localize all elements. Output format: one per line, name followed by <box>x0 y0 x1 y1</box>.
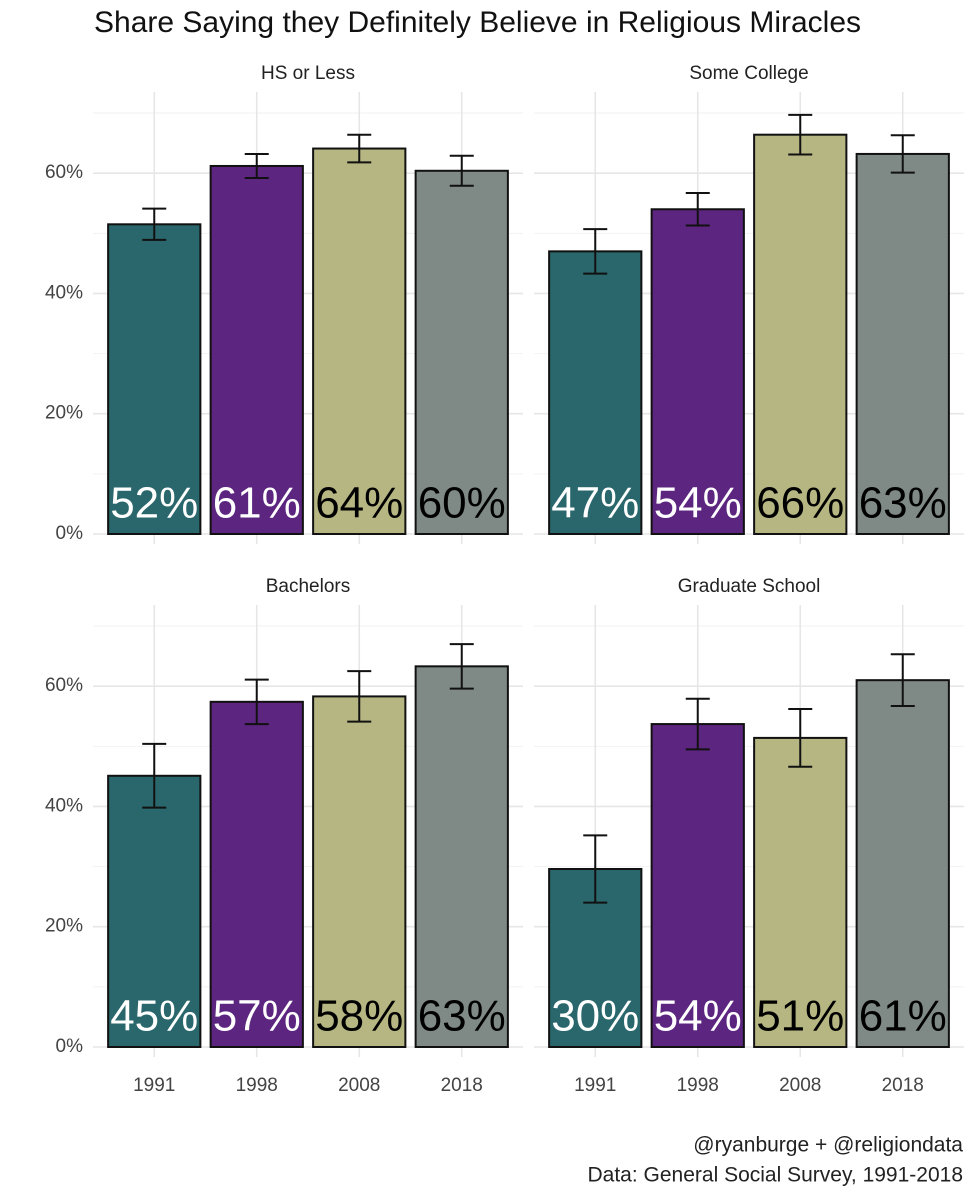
error-bar <box>583 228 608 275</box>
panel-title: Some College <box>689 63 808 84</box>
value-label: 52% <box>110 479 198 528</box>
error-bar <box>449 154 474 187</box>
caption: Data: General Social Survey, 1991-2018 <box>588 1164 964 1187</box>
value-label: 54% <box>654 992 742 1041</box>
x-tick-label: 1991 <box>574 1075 616 1096</box>
value-label: 63% <box>859 479 947 528</box>
x-tick-label: 1998 <box>677 1075 719 1096</box>
y-tick-label: 20% <box>45 403 83 424</box>
value-label: 30% <box>551 992 639 1041</box>
error-bar <box>449 643 474 690</box>
y-tick-label: 60% <box>45 162 83 183</box>
error-bar <box>685 697 710 751</box>
error-bar <box>890 653 915 708</box>
error-bar <box>890 134 915 174</box>
panel-title: Graduate School <box>678 576 821 597</box>
y-tick-label: 40% <box>45 795 83 816</box>
error-bar <box>244 678 269 726</box>
error-bar <box>583 834 608 904</box>
x-tick-label: 2008 <box>779 1075 821 1096</box>
y-tick-label: 20% <box>45 916 83 937</box>
error-bar <box>685 192 710 227</box>
value-label: 45% <box>110 992 198 1041</box>
bar <box>753 736 848 1049</box>
caption: @ryanburge + @religiondata <box>693 1134 963 1157</box>
value-label: 61% <box>213 479 301 528</box>
bar <box>548 250 643 536</box>
bar <box>312 147 407 535</box>
chart-title: Share Saying they Definitely Believe in … <box>94 6 861 39</box>
bar <box>312 695 407 1048</box>
bar <box>209 164 304 535</box>
bar <box>855 679 950 1048</box>
panel-title: Bachelors <box>266 576 351 597</box>
y-tick-label: 60% <box>45 675 83 696</box>
bar <box>650 723 745 1048</box>
value-label: 61% <box>859 992 947 1041</box>
value-label: 64% <box>315 479 403 528</box>
error-bar <box>788 708 813 768</box>
panel-title: HS or Less <box>261 63 355 84</box>
error-bar <box>788 113 813 156</box>
bar <box>209 700 304 1048</box>
value-label: 54% <box>654 479 742 528</box>
bar <box>855 152 950 536</box>
bar <box>414 665 509 1048</box>
y-tick-label: 40% <box>45 282 83 303</box>
value-label: 60% <box>418 479 506 528</box>
x-tick-label: 1998 <box>236 1075 278 1096</box>
value-label: 51% <box>756 992 844 1041</box>
error-bar <box>244 152 269 179</box>
bar <box>107 774 202 1048</box>
x-tick-label: 1991 <box>133 1075 175 1096</box>
bar <box>753 133 848 535</box>
value-label: 58% <box>315 992 403 1041</box>
value-label: 66% <box>756 479 844 528</box>
value-label: 47% <box>551 479 639 528</box>
bar <box>107 223 202 535</box>
error-bar <box>347 670 372 723</box>
error-bar <box>347 133 372 164</box>
value-label: 57% <box>213 992 301 1041</box>
y-tick-label: 0% <box>56 1036 84 1057</box>
error-bar <box>142 742 167 809</box>
x-tick-label: 2018 <box>882 1075 924 1096</box>
x-tick-label: 2008 <box>338 1075 380 1096</box>
error-bar <box>142 207 167 241</box>
x-tick-label: 2018 <box>441 1075 483 1096</box>
value-label: 63% <box>418 992 506 1041</box>
y-tick-label: 0% <box>56 523 84 544</box>
